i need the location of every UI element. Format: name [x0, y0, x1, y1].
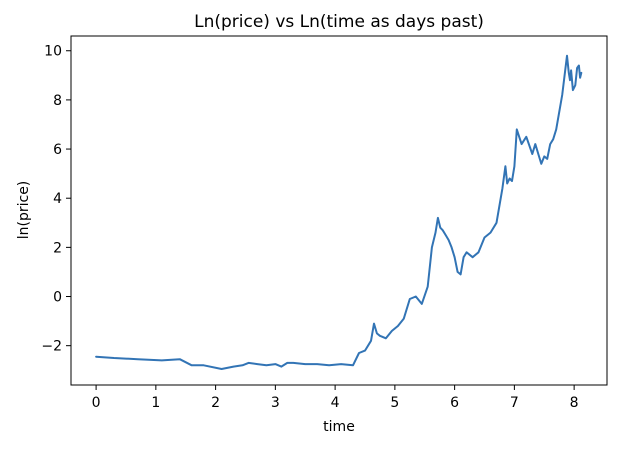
plot-area	[95, 54, 583, 370]
series-line-0	[95, 54, 583, 370]
y-tick-label: 4	[53, 191, 62, 207]
axes-frame	[70, 35, 608, 386]
y-axis-label: ln(price)	[16, 181, 32, 240]
x-tick-label: 2	[211, 395, 220, 411]
x-tick-label: 6	[450, 395, 459, 411]
y-tick-label: 0	[53, 290, 62, 306]
y-tick-label: 10	[44, 44, 62, 60]
x-tick-label: 5	[390, 395, 399, 411]
x-tick-label: 1	[151, 395, 160, 411]
chart-title: Ln(price) vs Ln(time as days past)	[194, 12, 484, 32]
x-tick-label: 4	[331, 395, 340, 411]
x-tick-label: 7	[510, 395, 519, 411]
y-tick-label: 8	[53, 93, 62, 109]
x-axis-label: time	[323, 419, 355, 435]
x-tick-label: 8	[570, 395, 579, 411]
y-tick-label: 6	[53, 142, 62, 158]
x-tick-label: 0	[92, 395, 101, 411]
y-tick-label: −2	[41, 339, 62, 355]
y-tick-label: 2	[53, 240, 62, 256]
x-tick-label: 3	[271, 395, 280, 411]
axis-ticks: 0 1 2 3 4 5 6 7 8 −2 0 2 4 6 8 10	[41, 44, 578, 411]
